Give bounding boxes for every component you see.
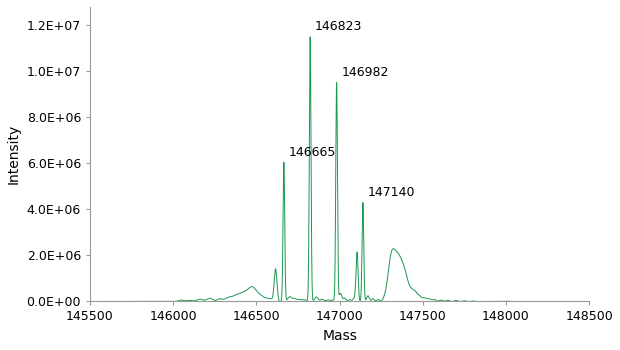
Text: 146823: 146823: [315, 20, 363, 33]
Text: 146982: 146982: [342, 66, 389, 79]
Text: 146665: 146665: [289, 146, 336, 159]
Y-axis label: Intensity: Intensity: [7, 124, 21, 184]
Text: 147140: 147140: [368, 186, 415, 199]
X-axis label: Mass: Mass: [322, 329, 357, 343]
